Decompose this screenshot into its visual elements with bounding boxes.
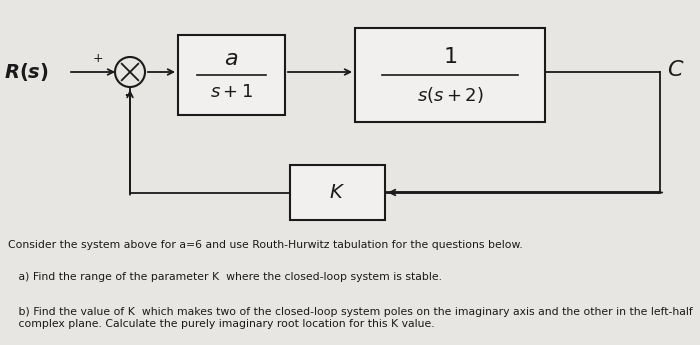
- Text: a) Find the range of the parameter​ K  where the closed-loop system is stable.: a) Find the range of the parameter​ K wh…: [8, 272, 442, 282]
- Text: $s+1$: $s+1$: [210, 83, 253, 101]
- Text: -: -: [124, 88, 130, 102]
- Text: $1$: $1$: [443, 46, 457, 68]
- Text: +: +: [92, 51, 104, 65]
- Bar: [290, 165, 385, 220]
- Text: $\mathit{C}$: $\mathit{C}$: [667, 59, 685, 81]
- Bar: [178, 35, 285, 115]
- Text: b) Find the value of K  which makes two of the closed-loop system poles on the i: b) Find the value of K which makes two o…: [8, 307, 693, 328]
- Text: $s(s+2)$: $s(s+2)$: [416, 85, 484, 105]
- Text: $K$: $K$: [330, 184, 346, 201]
- Text: Consider the system above for a=6 and use Routh-Hurwitz tabulation for the quest: Consider the system above for a=6 and us…: [8, 240, 523, 250]
- Text: $\boldsymbol{R(s)}$: $\boldsymbol{R(s)}$: [4, 61, 49, 83]
- Bar: [355, 28, 545, 122]
- Text: $a$: $a$: [225, 48, 239, 70]
